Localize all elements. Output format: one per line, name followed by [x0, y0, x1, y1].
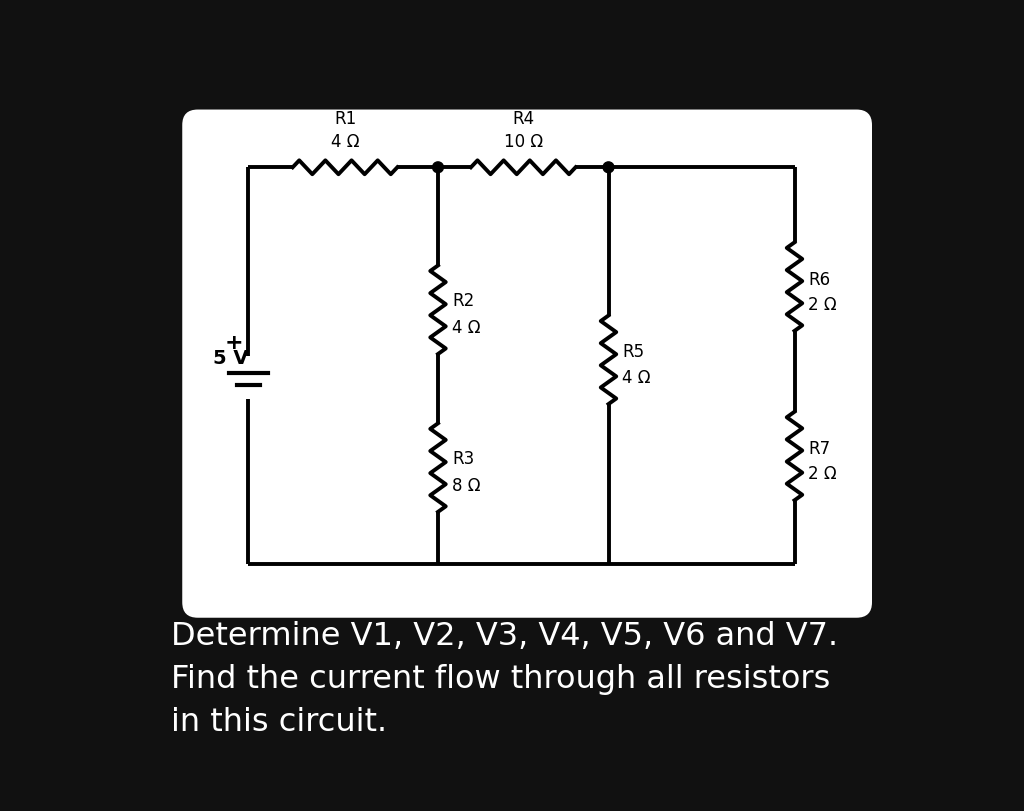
Text: R6: R6 — [809, 271, 830, 289]
Text: 2 Ω: 2 Ω — [809, 295, 837, 313]
Text: +: + — [225, 333, 244, 353]
Text: in this circuit.: in this circuit. — [171, 706, 387, 737]
Circle shape — [603, 163, 614, 174]
FancyBboxPatch shape — [182, 110, 872, 618]
Text: 4 Ω: 4 Ω — [331, 133, 359, 151]
Text: 8 Ω: 8 Ω — [452, 476, 480, 494]
Text: 5 V: 5 V — [213, 349, 249, 367]
Text: 10 Ω: 10 Ω — [504, 133, 543, 151]
Text: R1: R1 — [334, 110, 356, 128]
Text: Find the current flow through all resistors: Find the current flow through all resist… — [171, 663, 830, 694]
Text: R4: R4 — [512, 110, 535, 128]
Circle shape — [432, 163, 443, 174]
Text: Determine V1, V2, V3, V4, V5, V6 and V7.: Determine V1, V2, V3, V4, V5, V6 and V7. — [171, 620, 838, 651]
Text: 4 Ω: 4 Ω — [452, 318, 480, 337]
Text: R2: R2 — [452, 292, 474, 310]
Text: R7: R7 — [809, 440, 830, 457]
Text: 4 Ω: 4 Ω — [623, 368, 651, 386]
Text: R3: R3 — [452, 450, 474, 468]
Text: 2 Ω: 2 Ω — [809, 465, 837, 483]
Text: R5: R5 — [623, 342, 644, 360]
